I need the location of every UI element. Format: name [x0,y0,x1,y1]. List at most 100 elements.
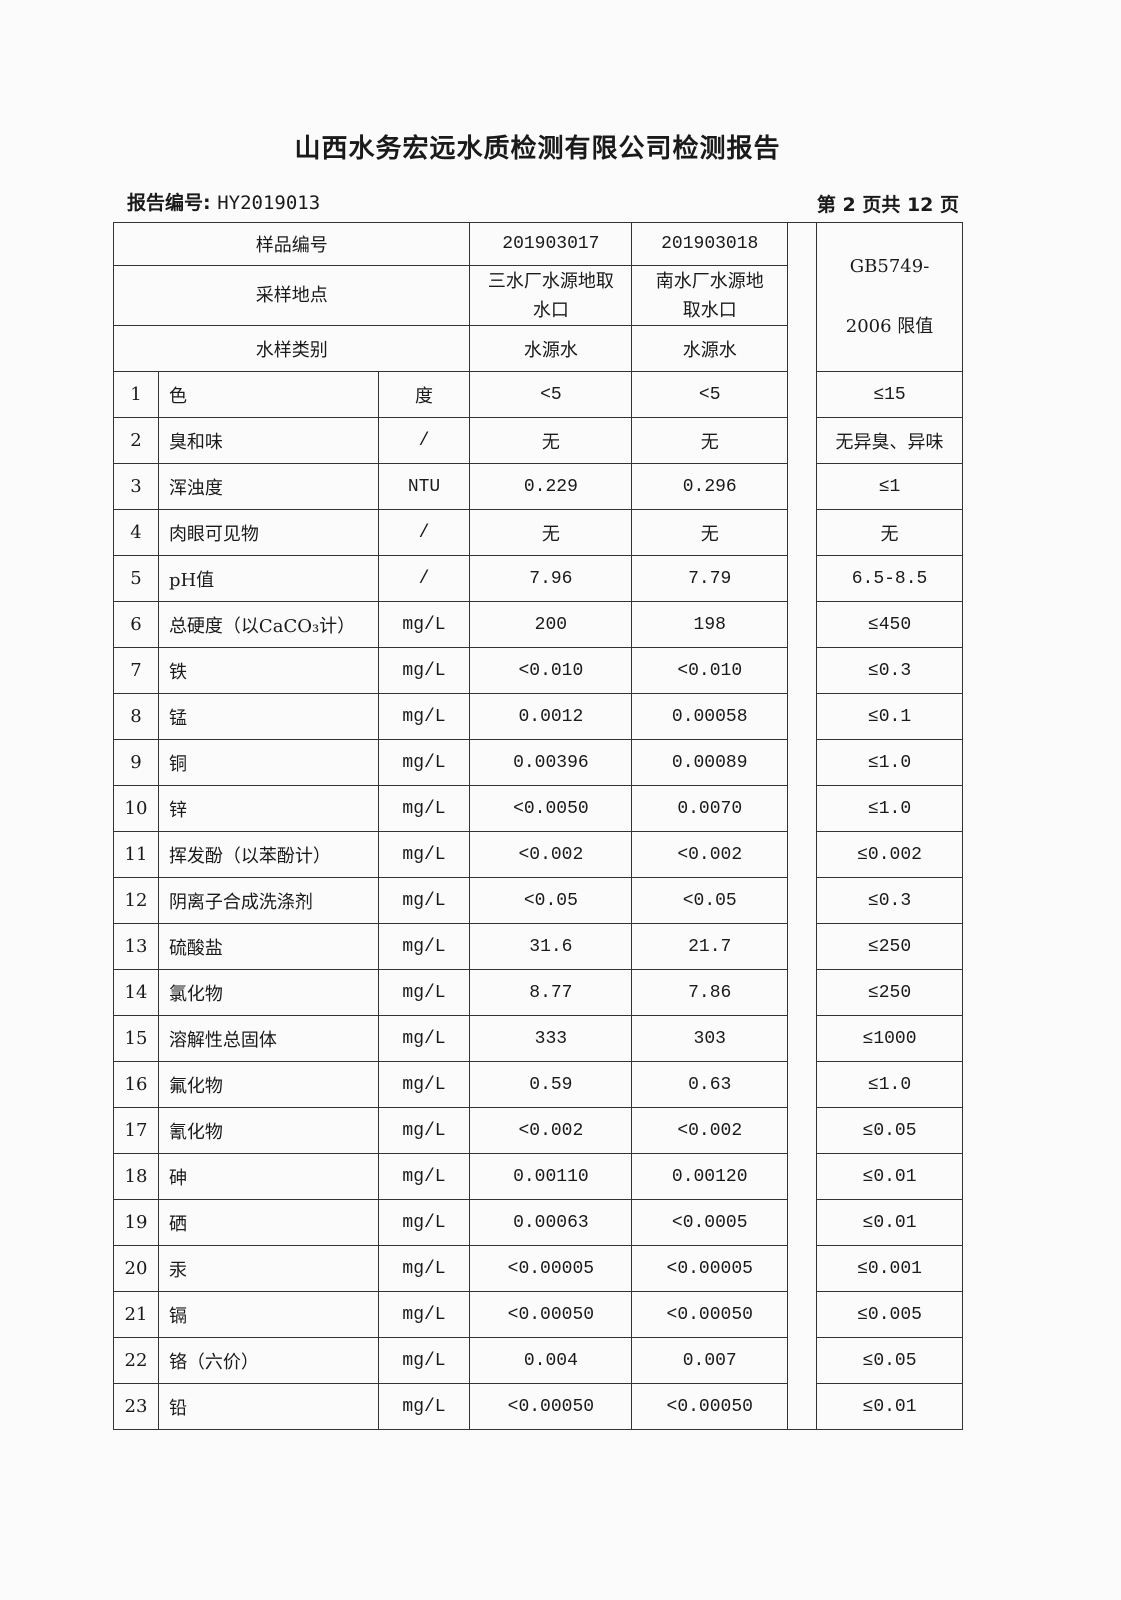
value-sample-1: <0.0050 [469,785,633,832]
limit-value: ≤0.002 [816,831,963,878]
table-row: 7 铁 mg/L <0.010 <0.010 ≤0.3 [113,647,963,694]
value-sample-1: 0.0012 [469,693,633,740]
limit-value: ≤1.0 [816,1061,963,1108]
limit-value: 6.5-8.5 [816,555,963,602]
value-sample-1: 7.96 [469,555,633,602]
table-row: 9 铜 mg/L 0.00396 0.00089 ≤1.0 [113,739,963,786]
item-name: 阴离子合成洗涤剂 [157,877,379,924]
report-number: 报告编号: HY2019013 [127,188,320,215]
item-name: 锰 [157,693,379,740]
item-unit: mg/L [377,693,471,740]
table-row: 11 挥发酚（以苯酚计） mg/L <0.002 <0.002 ≤0.002 [113,831,963,878]
value-sample-2: 0.007 [631,1337,789,1384]
value-sample-2: <0.002 [631,831,789,878]
table-row: 8 锰 mg/L 0.0012 0.00058 ≤0.1 [113,693,963,740]
limit-value: ≤1000 [816,1015,963,1062]
limit-value: ≤250 [816,923,963,970]
limit-value: ≤0.01 [816,1199,963,1246]
item-name: 浑浊度 [157,463,379,510]
limit-header: GB5749- 2006 限值 [816,222,963,372]
value-sample-1: <0.002 [469,831,633,878]
item-no: 10 [113,785,159,832]
value-sample-2: 198 [631,601,789,648]
limit-value: ≤0.005 [816,1291,963,1338]
limit-value: 无异臭、异味 [816,417,963,464]
value-sample-2: <0.00050 [631,1291,789,1338]
report-number-value: HY2019013 [217,192,321,214]
value-sample-2: <0.00050 [631,1383,789,1430]
header-row-location: 采样地点 三水厂水源地取水口 南水厂水源地取水口 [112,265,963,326]
item-name: 铁 [157,647,379,694]
value-sample-1: 无 [469,417,633,464]
item-name: 肉眼可见物 [157,509,379,556]
sample-no-label: 样品编号 [112,222,471,266]
table-row: 3 浑浊度 NTU 0.229 0.296 ≤1 [113,463,963,510]
value-sample-1: 无 [469,509,633,556]
item-unit: mg/L [377,831,471,878]
value-sample-1: 0.00110 [469,1153,633,1200]
value-sample-1: <0.00050 [469,1383,633,1430]
item-unit: / [377,509,471,556]
value-sample-2: 0.00120 [631,1153,789,1200]
table-row: 12 阴离子合成洗涤剂 mg/L <0.05 <0.05 ≤0.3 [113,877,963,924]
table-row: 22 铬（六价） mg/L 0.004 0.007 ≤0.05 [113,1337,963,1384]
item-no: 16 [113,1061,159,1108]
item-name: 臭和味 [157,417,379,464]
table-row: 14 氯化物 mg/L 8.77 7.86 ≤250 [113,969,963,1016]
table-row: 16 氟化物 mg/L 0.59 0.63 ≤1.0 [113,1061,963,1108]
table-row: 19 硒 mg/L 0.00063 <0.0005 ≤0.01 [113,1199,963,1246]
limit-value: ≤1.0 [816,785,963,832]
item-unit: mg/L [377,1245,471,1292]
limit-value: ≤0.3 [816,877,963,924]
item-name: 氯化物 [157,969,379,1016]
value-sample-2: 0.63 [631,1061,789,1108]
item-no: 9 [113,739,159,786]
item-name: 溶解性总固体 [157,1015,379,1062]
location-1: 三水厂水源地取水口 [469,265,633,326]
value-sample-2: 303 [631,1015,789,1062]
item-no: 13 [113,923,159,970]
value-sample-2: 0.296 [631,463,789,510]
value-sample-2: 0.00089 [631,739,789,786]
item-unit: mg/L [377,969,471,1016]
header-row-sample-no: 样品编号 201903017 201903018 GB5749- 2006 限值 [112,222,963,1430]
table-row: 18 砷 mg/L 0.00110 0.00120 ≤0.01 [113,1153,963,1200]
limit-value: ≤450 [816,601,963,648]
item-unit: mg/L [377,785,471,832]
item-no: 8 [113,693,159,740]
table-row: 5 pH值/7.96 7.79 6.5-8.5 [113,555,963,602]
value-sample-1: <0.002 [469,1107,633,1154]
type-2: 水源水 [631,325,789,372]
location-2: 南水厂水源地取水口 [631,265,789,326]
item-unit: mg/L [377,1199,471,1246]
value-sample-1: <0.00050 [469,1291,633,1338]
item-unit: mg/L [377,1015,471,1062]
limit-value: ≤0.01 [816,1383,963,1430]
limit-header-line1: GB5749- [849,256,930,277]
table-row: 1 色度 <5 <5 ≤15 [113,371,963,418]
value-sample-2: 无 [631,509,789,556]
item-no: 1 [113,371,159,418]
item-no: 17 [113,1107,159,1154]
limit-value: ≤0.05 [816,1337,963,1384]
item-name: 色 [157,371,379,418]
item-no: 4 [113,509,159,556]
item-unit: mg/L [377,1291,471,1338]
value-sample-2: <0.002 [631,1107,789,1154]
item-name: 锌 [157,785,379,832]
limit-value: ≤250 [816,969,963,1016]
item-unit: NTU [377,463,471,510]
value-sample-1: <5 [469,371,633,418]
value-sample-1: 8.77 [469,969,633,1016]
value-sample-2: 7.86 [631,969,789,1016]
item-unit: mg/L [377,647,471,694]
table-row: 6 总硬度（以CaCO₃计） mg/L 200 198 ≤450 [113,601,963,648]
table-row: 17 氰化物 mg/L <0.002 <0.002 ≤0.05 [113,1107,963,1154]
value-sample-2: 无 [631,417,789,464]
limit-value: ≤0.001 [816,1245,963,1292]
item-unit: / [377,555,471,602]
item-name: 氟化物 [157,1061,379,1108]
item-name: 砷 [157,1153,379,1200]
value-sample-1: 31.6 [469,923,633,970]
item-no: 14 [113,969,159,1016]
